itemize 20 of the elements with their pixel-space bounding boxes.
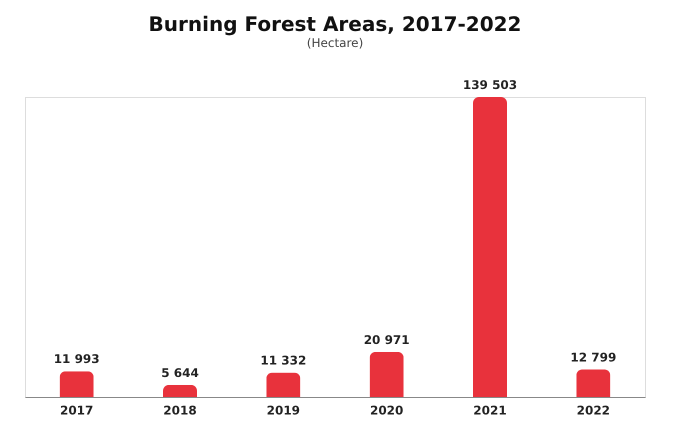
chart-title: Burning Forest Areas, 2017-2022	[148, 12, 522, 36]
data-label: 12 799	[570, 350, 616, 364]
data-label: 139 503	[462, 78, 518, 92]
chart-subtitle: (Hectare)	[306, 36, 364, 50]
x-tick-label: 2019	[266, 404, 300, 418]
bar	[163, 384, 197, 397]
bar	[266, 372, 300, 397]
x-tick-label: 2017	[60, 404, 94, 418]
data-label: 11 332	[260, 354, 306, 368]
data-label: 20 971	[364, 332, 410, 347]
bar	[473, 97, 507, 397]
bar	[576, 369, 610, 397]
x-tick-label: 2021	[473, 404, 507, 418]
bar	[60, 371, 94, 397]
x-tick-label: 2020	[370, 404, 404, 418]
data-label: 11 993	[54, 352, 100, 366]
x-tick-label: 2018	[163, 404, 197, 418]
data-label: 5 644	[161, 366, 199, 380]
bar	[370, 352, 404, 397]
x-tick-label: 2022	[576, 404, 610, 418]
